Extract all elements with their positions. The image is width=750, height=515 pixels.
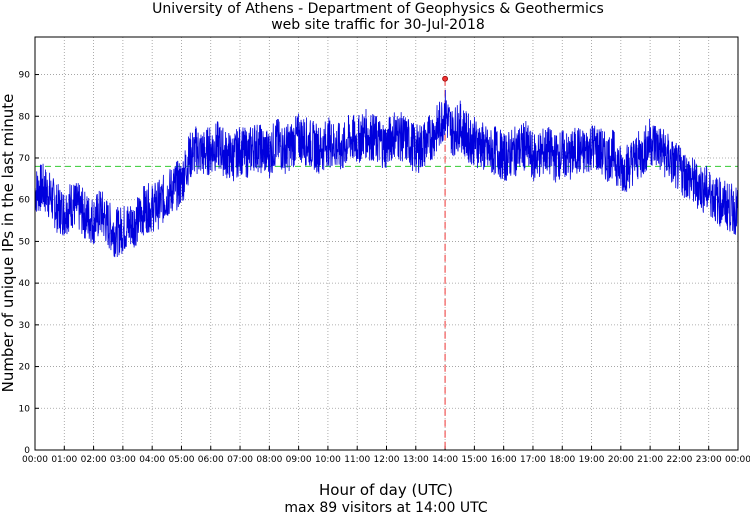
x-tick-label: 03:00 [110, 455, 136, 465]
x-tick-label: 06:00 [198, 455, 224, 465]
x-tick-label: 23:00 [696, 455, 722, 465]
x-tick-label: 07:00 [227, 455, 253, 465]
y-axis-ticks: 0 10 20 30 40 50 60 70 80 90 [19, 71, 39, 456]
x-tick-label: 04:00 [139, 455, 165, 465]
y-tick-label: 0 [24, 446, 30, 456]
y-tick-label: 40 [19, 279, 31, 289]
y-axis-label: Number of unique IPs in the last minute [0, 94, 17, 393]
x-tick-label: 09:00 [286, 455, 312, 465]
y-tick-label: 50 [19, 237, 31, 247]
grid [35, 37, 738, 450]
x-tick-label: 12:00 [374, 455, 400, 465]
x-tick-label: 21:00 [637, 455, 663, 465]
x-tick-label: 02:00 [81, 455, 107, 465]
x-axis-ticks: 00:00 01:00 02:00 03:00 04:00 05:00 06:00 07:00… [22, 446, 750, 465]
chart-subtitle: web site traffic for 30-Jul-2018 [271, 17, 485, 33]
x-axis-label: Hour of day (UTC) [319, 481, 453, 499]
y-tick-label: 30 [19, 321, 31, 331]
x-tick-label: 05:00 [168, 455, 194, 465]
y-tick-label: 90 [19, 71, 31, 81]
x-tick-label: 08:00 [256, 455, 282, 465]
x-tick-label: 22:00 [666, 455, 692, 465]
x-tick-label: 17:00 [520, 455, 546, 465]
plot-frame [34, 36, 739, 451]
x-tick-label: 11:00 [344, 455, 370, 465]
x-tick-label: 19:00 [579, 455, 605, 465]
x-tick-label: 00:00 [22, 455, 48, 465]
traffic-series-line [34, 89, 739, 258]
x-tick-label: 14:00 [432, 455, 458, 465]
y-tick-label: 20 [19, 363, 31, 373]
y-tick-label: 60 [19, 196, 31, 206]
y-tick-label: 70 [19, 154, 31, 164]
x-tick-label: 16:00 [491, 455, 517, 465]
plot-area [34, 75, 739, 450]
chart-title: University of Athens - Department of Geo… [152, 1, 604, 17]
x-tick-label: 15:00 [461, 455, 487, 465]
x-tick-label: 00:00 [725, 455, 750, 465]
x-tick-label: 10:00 [315, 455, 341, 465]
x-tick-label: 20:00 [608, 455, 634, 465]
max-annotation: max 89 visitors at 14:00 UTC [284, 500, 487, 515]
x-tick-label: 01:00 [51, 455, 77, 465]
y-tick-label: 10 [19, 404, 31, 414]
y-tick-label: 80 [19, 112, 31, 122]
max-point [442, 75, 448, 82]
x-tick-label: 18:00 [549, 455, 575, 465]
x-tick-label: 13:00 [403, 455, 429, 465]
